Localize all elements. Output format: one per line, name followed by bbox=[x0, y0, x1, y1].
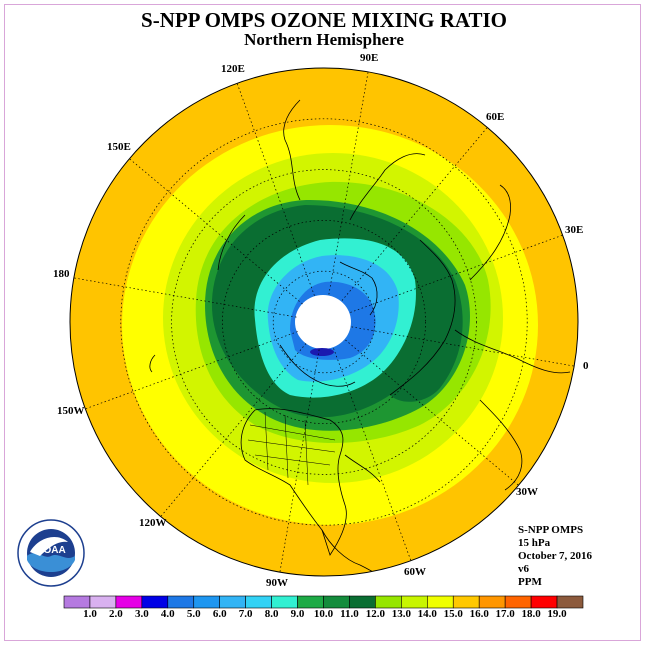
meridian-line bbox=[328, 71, 369, 295]
units-label: PPM bbox=[518, 576, 542, 588]
meridian-line bbox=[333, 348, 412, 561]
figure-frame bbox=[4, 4, 641, 641]
colorbar-tick-label: 16.0 bbox=[469, 608, 489, 620]
lon-label-150e: 150E bbox=[107, 141, 131, 153]
latitude-circle bbox=[171, 169, 477, 475]
colorbar-tick-label: 9.0 bbox=[290, 608, 305, 620]
instrument-label: S-NPP OMPS bbox=[518, 524, 584, 536]
meridian-line bbox=[73, 277, 297, 318]
colorbar-tick-label: 2.0 bbox=[109, 608, 123, 620]
noaa-logo: NOAA bbox=[17, 519, 85, 587]
lon-label-90w: 90W bbox=[266, 577, 288, 589]
ozone-min-patch bbox=[310, 348, 334, 356]
meridian-line bbox=[279, 349, 320, 573]
map-title: S-NPP OMPS OZONE MIXING RATIO bbox=[141, 8, 507, 32]
lon-label-120w: 120W bbox=[139, 517, 167, 529]
lon-label-30w: 30W bbox=[516, 486, 538, 498]
meridian-line bbox=[345, 339, 519, 486]
pressure-level-label: 15 hPa bbox=[518, 537, 551, 549]
colorbar-tick-label: 11.0 bbox=[340, 608, 359, 620]
meridian-line bbox=[160, 343, 307, 517]
colorbar-tick-label: 12.0 bbox=[365, 608, 386, 620]
map-boundary bbox=[69, 67, 579, 577]
meridian-line bbox=[341, 127, 488, 301]
colorbar-tick-label: 4.0 bbox=[160, 608, 175, 620]
colorbar-tick-label: 19.0 bbox=[547, 608, 567, 620]
lon-label-30e: 30E bbox=[565, 224, 584, 236]
meridian-line bbox=[85, 331, 298, 410]
colorbar-tick-label: 17.0 bbox=[495, 608, 515, 620]
meridian-line bbox=[129, 158, 303, 305]
latitude-circle bbox=[272, 270, 376, 374]
latitude-circle bbox=[120, 118, 528, 526]
latitude-circle bbox=[222, 220, 426, 424]
map-info: S-NPP OMPS 15 hPa October 7, 2016 v6 PPM bbox=[518, 524, 592, 589]
lon-label-180: 180 bbox=[53, 268, 70, 280]
colorbar-tick-label: 3.0 bbox=[134, 608, 149, 620]
meridian-line bbox=[236, 83, 315, 296]
svg-text:NOAA: NOAA bbox=[36, 545, 65, 556]
colorbar-tick-label: 10.0 bbox=[313, 608, 334, 620]
colorbar-tick-label: 6.0 bbox=[212, 608, 227, 620]
lon-label-60w: 60W bbox=[404, 566, 426, 578]
date-label: October 7, 2016 bbox=[518, 550, 593, 562]
colorbar-tick-label: 1.0 bbox=[83, 608, 97, 620]
colorbar-tick-label: 13.0 bbox=[391, 608, 411, 620]
meridian-line bbox=[350, 234, 563, 313]
lon-label-150w: 150W bbox=[57, 405, 85, 417]
colorbar-tick-label: 14.0 bbox=[417, 608, 437, 620]
colorbar-tick-label: 15.0 bbox=[443, 608, 463, 620]
graticule bbox=[73, 71, 575, 573]
lon-label-60e: 60E bbox=[486, 111, 505, 123]
colorbar-tick-label: 7.0 bbox=[238, 608, 253, 620]
colorbar-tick-label: 5.0 bbox=[186, 608, 201, 620]
version-label: v6 bbox=[518, 563, 529, 575]
lon-label-120e: 120E bbox=[221, 63, 245, 75]
lon-label-90e: 90E bbox=[360, 52, 379, 64]
meridian-line bbox=[351, 326, 575, 367]
polar-no-data-core bbox=[295, 295, 351, 349]
lon-label-0: 0 bbox=[583, 360, 589, 372]
state-boundaries bbox=[247, 411, 336, 486]
colorbar-tick-label: 18.0 bbox=[521, 608, 541, 620]
map-subtitle: Northern Hemisphere bbox=[244, 30, 404, 49]
coastlines bbox=[149, 99, 571, 576]
colorbar-tick-label: 8.0 bbox=[264, 608, 279, 620]
